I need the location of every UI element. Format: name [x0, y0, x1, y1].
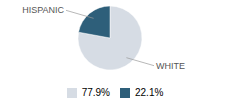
- svg-text:WHITE: WHITE: [156, 61, 185, 71]
- svg-text:HISPANIC: HISPANIC: [22, 5, 64, 15]
- html-text:77.9%: 77.9%: [81, 87, 110, 98]
- html-text:22.1%: 22.1%: [135, 87, 164, 98]
